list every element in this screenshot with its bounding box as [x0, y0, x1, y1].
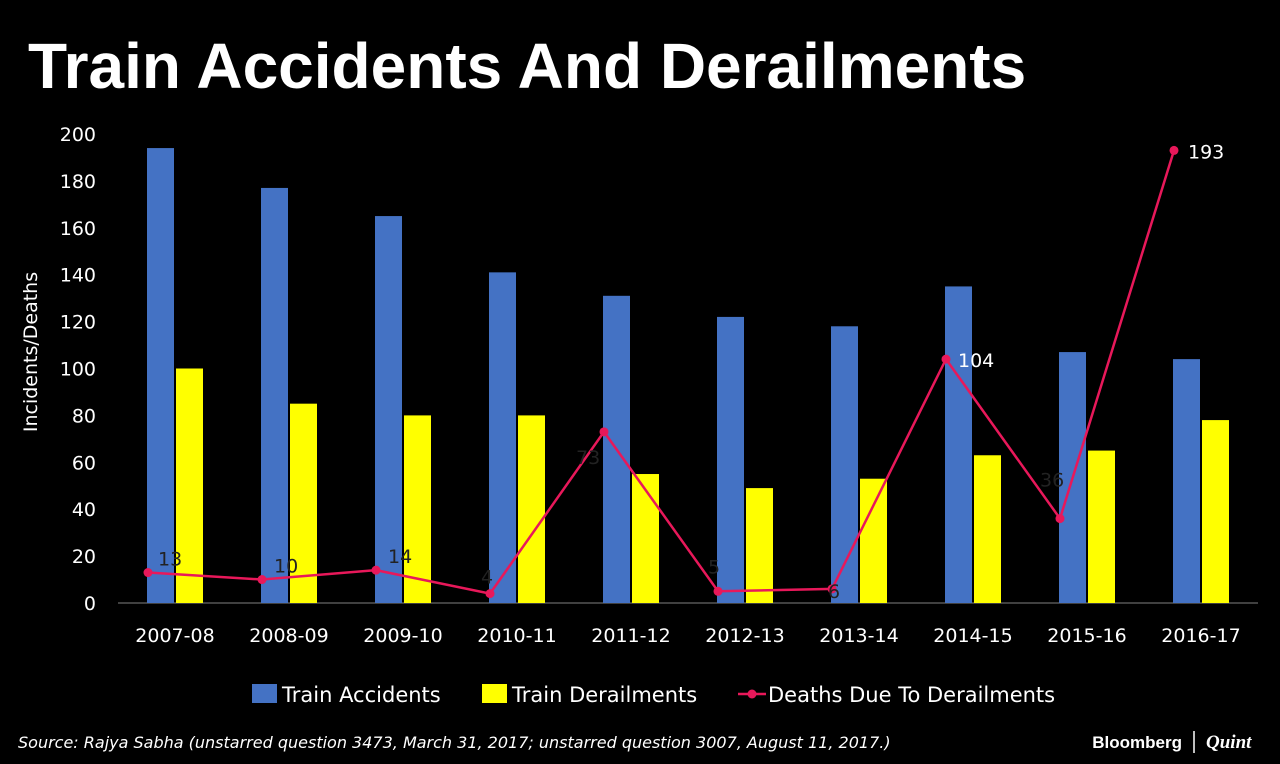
train-derailments-bar-2011-12 — [632, 474, 659, 603]
x-tick-label: 2014-15 — [933, 625, 1012, 647]
legend: Train Accidents Train Derailments Deaths D… — [252, 683, 1055, 707]
y-tick-label: 180 — [60, 171, 96, 193]
train-accidents-bar-2013-14 — [831, 326, 858, 603]
x-tick-label: 2009-10 — [363, 625, 442, 647]
y-tick-label: 40 — [72, 499, 96, 521]
y-tick-label: 0 — [84, 593, 96, 615]
y-tick-label: 140 — [60, 265, 96, 287]
deaths-point-2011-12 — [599, 427, 609, 437]
deaths-point-2016-17 — [1169, 145, 1179, 155]
brand-bloomberg: Bloomberg — [1092, 733, 1182, 752]
train-accidents-bar-2007-08 — [147, 148, 174, 603]
brand-logo: Bloomberg Quint — [1092, 731, 1252, 753]
deaths-point-2007-08 — [143, 568, 153, 578]
deaths-data-label: 5 — [708, 556, 720, 578]
brand-quint: Quint — [1206, 732, 1252, 753]
y-tick-label: 120 — [60, 312, 96, 334]
deaths-data-label: 6 — [828, 581, 840, 603]
deaths-data-label: 73 — [576, 447, 600, 469]
y-tick-label: 20 — [72, 546, 96, 568]
deaths-point-2013-14 — [827, 584, 837, 594]
bars-group — [147, 148, 1229, 603]
train-derailments-bar-2015-16 — [1088, 450, 1115, 603]
deaths-data-label: 104 — [958, 350, 994, 372]
deaths-line-group: 13 10 14 4 73 5 6 104 36 193 — [143, 141, 1224, 603]
deaths-data-label: 13 — [158, 549, 182, 571]
y-tick-label: 60 — [72, 452, 96, 474]
deaths-data-label: 4 — [481, 567, 493, 589]
legend-swatch — [252, 684, 277, 703]
legend-label: Deaths Due To Derailments — [768, 683, 1055, 707]
deaths-data-label: 193 — [1188, 141, 1224, 163]
chart-title: Train Accidents And Derailments — [28, 30, 1026, 102]
x-tick-label: 2010-11 — [477, 625, 556, 647]
train-derailments-bar-2008-09 — [290, 403, 317, 603]
train-derailments-bar-2009-10 — [404, 415, 431, 603]
legend-label: Train Derailments — [511, 683, 697, 707]
deaths-data-label: 14 — [388, 546, 412, 568]
legend-swatch — [482, 684, 507, 703]
train-derailments-bar-2010-11 — [518, 415, 545, 603]
deaths-point-2014-15 — [941, 354, 951, 364]
train-derailments-bar-2016-17 — [1202, 420, 1229, 603]
x-tick-label: 2011-12 — [591, 625, 670, 647]
train-derailments-bar-2007-08 — [176, 368, 203, 603]
train-accidents-bar-2009-10 — [375, 216, 402, 603]
deaths-point-2009-10 — [371, 565, 381, 575]
y-tick-label: 100 — [60, 359, 96, 381]
deaths-line — [147, 150, 1176, 596]
y-tick-label: 200 — [60, 124, 96, 146]
train-accidents-bar-2010-11 — [489, 272, 516, 603]
train-derailments-bar-2014-15 — [974, 455, 1001, 603]
y-tick-label: 160 — [60, 218, 96, 240]
train-derailments-bar-2012-13 — [746, 488, 773, 603]
y-axis-title: Incidents/Deaths — [20, 272, 42, 432]
x-tick-label: 2012-13 — [705, 625, 784, 647]
deaths-point-2015-16 — [1055, 514, 1065, 524]
legend-label: Train Accidents — [281, 683, 441, 707]
train-derailments-bar-2013-14 — [860, 478, 887, 603]
deaths-data-label: 36 — [1040, 470, 1064, 492]
deaths-point-2008-09 — [257, 575, 267, 585]
x-tick-label: 2013-14 — [819, 625, 898, 647]
y-axis: 0 20 40 60 80 100 120 140 160 180 200 — [60, 124, 96, 615]
x-tick-label: 2015-16 — [1047, 625, 1126, 647]
x-tick-label: 2007-08 — [135, 625, 214, 647]
x-tick-label: 2008-09 — [249, 625, 328, 647]
source-note: Source: Rajya Sabha (unstarred question … — [18, 733, 891, 752]
train-accidents-bar-2008-09 — [261, 187, 288, 603]
train-accidents-bar-2012-13 — [717, 316, 744, 603]
legend-marker — [747, 689, 757, 699]
deaths-point-2012-13 — [713, 586, 723, 596]
y-tick-label: 80 — [72, 405, 96, 427]
deaths-data-label: 10 — [274, 556, 298, 578]
train-accidents-bar-2014-15 — [945, 286, 972, 603]
deaths-point-2010-11 — [485, 589, 495, 599]
x-tick-label: 2016-17 — [1161, 625, 1240, 647]
train-accidents-bar-2016-17 — [1173, 359, 1200, 603]
x-axis: 2007-08 2008-09 2009-10 2010-11 2011-12 2012-… — [135, 625, 1240, 647]
